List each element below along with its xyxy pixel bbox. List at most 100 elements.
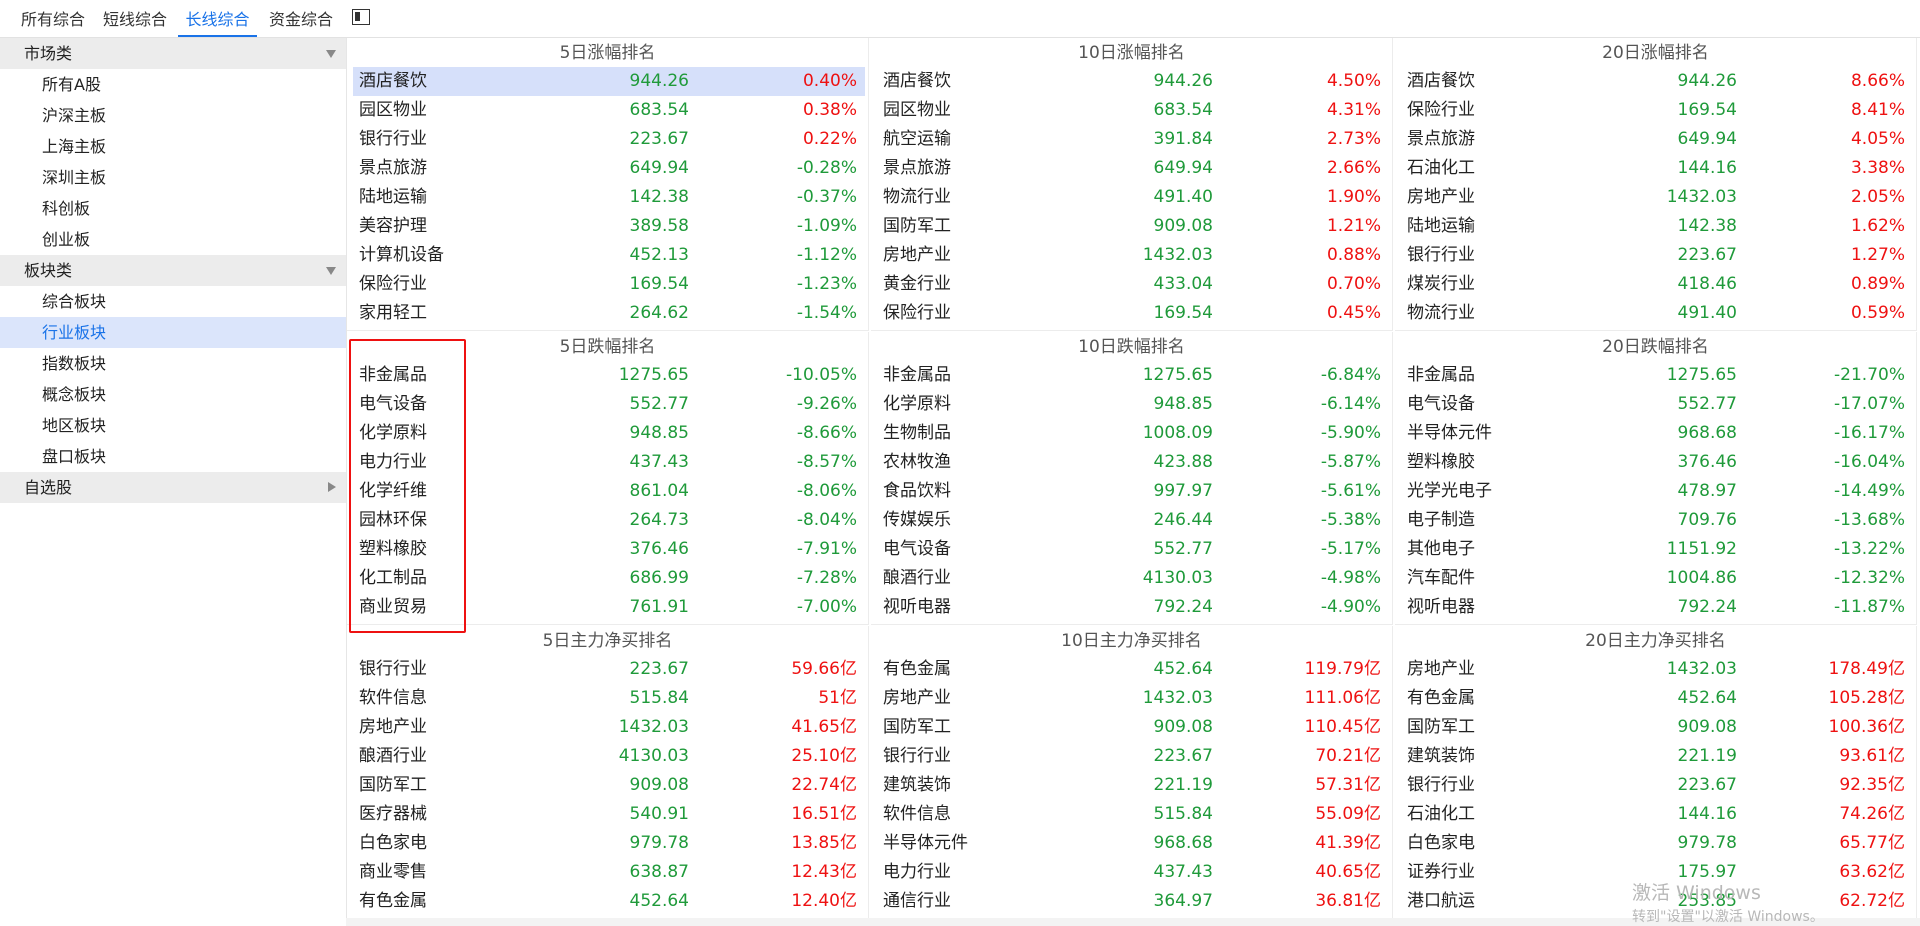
table-row[interactable]: 电气设备 552.77 -5.17% [877,535,1389,564]
sidebar-item-tape-sector[interactable]: 盘口板块 [0,441,346,472]
table-row[interactable]: 有色金属 452.64 12.40亿 [353,887,865,916]
table-row[interactable]: 酒店餐饮 944.26 8.66% [1401,67,1913,96]
table-row[interactable]: 电气设备 552.77 -17.07% [1401,390,1913,419]
sidebar-item-industry-sector[interactable]: 行业板块 [0,317,346,348]
table-row[interactable]: 视听电器 792.24 -4.90% [877,593,1389,622]
table-row[interactable]: 化学纤维 861.04 -8.06% [353,477,865,506]
table-row[interactable]: 商业贸易 761.91 -7.00% [353,593,865,622]
sidebar-group-sectors[interactable]: 板块类 [0,255,346,286]
sidebar-item-region-sector[interactable]: 地区板块 [0,410,346,441]
table-row[interactable]: 保险行业 169.54 0.45% [877,299,1389,328]
table-row[interactable]: 房地产业 1432.03 0.88% [877,241,1389,270]
tab-long-term-summary[interactable]: 长线综合 [178,0,257,37]
table-row[interactable]: 化学原料 948.85 -6.14% [877,390,1389,419]
table-row[interactable]: 物流行业 491.40 0.59% [1401,299,1913,328]
table-row[interactable]: 房地产业 1432.03 111.06亿 [877,684,1389,713]
table-row[interactable]: 银行行业 223.67 92.35亿 [1401,771,1913,800]
sidebar-item-sz-main[interactable]: 深圳主板 [0,162,346,193]
table-row[interactable]: 光学光电子 478.97 -14.49% [1401,477,1913,506]
table-row[interactable]: 航空运输 391.84 2.73% [877,125,1389,154]
tab-short-term-summary[interactable]: 短线综合 [102,10,167,29]
table-row[interactable]: 电气设备 552.77 -9.26% [353,390,865,419]
table-row[interactable]: 银行行业 223.67 59.66亿 [353,655,865,684]
table-row[interactable]: 有色金属 452.64 105.28亿 [1401,684,1913,713]
table-row[interactable]: 有色金属 452.64 119.79亿 [877,655,1389,684]
sidebar-toggle-icon[interactable] [352,9,370,25]
table-row[interactable]: 计算机设备 452.13 -1.12% [353,241,865,270]
table-row[interactable]: 医疗器械 540.91 16.51亿 [353,800,865,829]
table-row[interactable]: 非金属品 1275.65 -10.05% [353,361,865,390]
sidebar-item-concept-sector[interactable]: 概念板块 [0,379,346,410]
table-row[interactable]: 园区物业 683.54 0.38% [353,96,865,125]
table-row[interactable]: 石油化工 144.16 74.26亿 [1401,800,1913,829]
table-row[interactable]: 电力行业 437.43 -8.57% [353,448,865,477]
table-row[interactable]: 酿酒行业 4130.03 -4.98% [877,564,1389,593]
table-row[interactable]: 国防军工 909.08 22.74亿 [353,771,865,800]
table-row[interactable]: 塑料橡胶 376.46 -16.04% [1401,448,1913,477]
table-row[interactable]: 园区物业 683.54 4.31% [877,96,1389,125]
table-row[interactable]: 生物制品 1008.09 -5.90% [877,419,1389,448]
sidebar-item-sh-main[interactable]: 上海主板 [0,131,346,162]
table-row[interactable]: 陆地运输 142.38 -0.37% [353,183,865,212]
table-row[interactable]: 景点旅游 649.94 2.66% [877,154,1389,183]
table-row[interactable]: 软件信息 515.84 51亿 [353,684,865,713]
table-row[interactable]: 国防军工 909.08 1.21% [877,212,1389,241]
table-row[interactable]: 非金属品 1275.65 -6.84% [877,361,1389,390]
sidebar-item-composite-sector[interactable]: 综合板块 [0,286,346,317]
table-row[interactable]: 景点旅游 649.94 4.05% [1401,125,1913,154]
table-row[interactable]: 房地产业 1432.03 178.49亿 [1401,655,1913,684]
tab-capital-summary[interactable]: 资金综合 [268,10,333,29]
tab-all-summary[interactable]: 所有综合 [20,10,85,29]
table-row[interactable]: 电子制造 709.76 -13.68% [1401,506,1913,535]
table-row[interactable]: 半导体元件 968.68 41.39亿 [877,829,1389,858]
table-row[interactable]: 园林环保 264.73 -8.04% [353,506,865,535]
table-row[interactable]: 农林牧渔 423.88 -5.87% [877,448,1389,477]
table-row[interactable]: 通信行业 364.97 36.81亿 [877,887,1389,916]
sidebar-item-star-market[interactable]: 科创板 [0,193,346,224]
table-row[interactable]: 银行行业 223.67 1.27% [1401,241,1913,270]
table-row[interactable]: 软件信息 515.84 55.09亿 [877,800,1389,829]
table-row[interactable]: 传媒娱乐 246.44 -5.38% [877,506,1389,535]
table-row[interactable]: 电力行业 437.43 40.65亿 [877,858,1389,887]
table-row[interactable]: 建筑装饰 221.19 57.31亿 [877,771,1389,800]
table-row[interactable]: 石油化工 144.16 3.38% [1401,154,1913,183]
table-row[interactable]: 半导体元件 968.68 -16.17% [1401,419,1913,448]
table-row[interactable]: 家用轻工 264.62 -1.54% [353,299,865,328]
table-row[interactable]: 银行行业 223.67 70.21亿 [877,742,1389,771]
table-row[interactable]: 食品饮料 997.97 -5.61% [877,477,1389,506]
table-row[interactable]: 白色家电 979.78 65.77亿 [1401,829,1913,858]
table-row[interactable]: 物流行业 491.40 1.90% [877,183,1389,212]
table-row[interactable]: 国防军工 909.08 110.45亿 [877,713,1389,742]
table-row[interactable]: 化学原料 948.85 -8.66% [353,419,865,448]
table-row[interactable]: 保险行业 169.54 -1.23% [353,270,865,299]
table-row[interactable]: 非金属品 1275.65 -21.70% [1401,361,1913,390]
table-row[interactable]: 陆地运输 142.38 1.62% [1401,212,1913,241]
table-row[interactable]: 黄金行业 433.04 0.70% [877,270,1389,299]
table-row[interactable]: 塑料橡胶 376.46 -7.91% [353,535,865,564]
table-row[interactable]: 国防军工 909.08 100.36亿 [1401,713,1913,742]
table-row[interactable]: 化工制品 686.99 -7.28% [353,564,865,593]
table-row[interactable]: 酿酒行业 4130.03 25.10亿 [353,742,865,771]
table-row[interactable]: 保险行业 169.54 8.41% [1401,96,1913,125]
sidebar-group-watchlist[interactable]: 自选股 [0,472,346,503]
sidebar-group-market[interactable]: 市场类 [0,38,346,69]
table-row[interactable]: 港口航运 253.85 62.72亿 [1401,887,1913,916]
sidebar-item-index-sector[interactable]: 指数板块 [0,348,346,379]
table-row[interactable]: 白色家电 979.78 13.85亿 [353,829,865,858]
table-row[interactable]: 视听电器 792.24 -11.87% [1401,593,1913,622]
table-row[interactable]: 建筑装饰 221.19 93.61亿 [1401,742,1913,771]
table-row[interactable]: 商业零售 638.87 12.43亿 [353,858,865,887]
table-row[interactable]: 其他电子 1151.92 -13.22% [1401,535,1913,564]
table-row[interactable]: 酒店餐饮 944.26 0.40% [353,67,865,96]
table-row[interactable]: 房地产业 1432.03 2.05% [1401,183,1913,212]
table-row[interactable]: 景点旅游 649.94 -0.28% [353,154,865,183]
table-row[interactable]: 证券行业 175.97 63.62亿 [1401,858,1913,887]
sidebar-item-all-a-shares[interactable]: 所有A股 [0,69,346,100]
table-row[interactable]: 汽车配件 1004.86 -12.32% [1401,564,1913,593]
table-row[interactable]: 美容护理 389.58 -1.09% [353,212,865,241]
sidebar-item-sh-sz-main[interactable]: 沪深主板 [0,100,346,131]
table-row[interactable]: 酒店餐饮 944.26 4.50% [877,67,1389,96]
table-row[interactable]: 银行行业 223.67 0.22% [353,125,865,154]
sidebar-item-chinext[interactable]: 创业板 [0,224,346,255]
table-row[interactable]: 房地产业 1432.03 41.65亿 [353,713,865,742]
